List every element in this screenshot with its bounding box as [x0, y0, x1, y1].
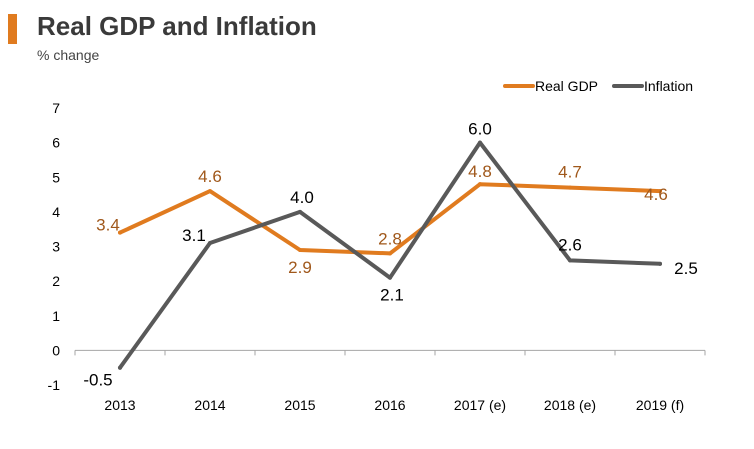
- x-tick-label: 2015: [284, 397, 315, 413]
- y-tick-label: 3: [52, 239, 60, 255]
- inflation-data-point: [118, 365, 122, 370]
- y-tick-label: 1: [52, 308, 60, 324]
- y-tick-label: 4: [52, 204, 60, 220]
- inflation-data-label: 4.0: [290, 188, 314, 207]
- inflation-data-point: [568, 258, 572, 263]
- data-label-layer: 3.4 4.6 2.9 2.8 4.8 4.7 4.6 -0.5 3.1 4.0 2.1 6.0 2.6…: [83, 120, 697, 390]
- real-gdp-data-point: [208, 189, 212, 194]
- real-gdp-data-label: 3.4: [96, 216, 120, 235]
- inflation-data-point: [388, 275, 392, 280]
- real-gdp-data-label: 4.6: [198, 167, 222, 186]
- x-tick-label: 2014: [194, 397, 225, 413]
- inflation-data-label: 6.0: [468, 120, 492, 139]
- axis-layer: -1 0 1 2 3 4 5 6 7 2013 2014 2015 2016 2017 (e) 2018 (…: [48, 100, 706, 413]
- real-gdp-data-label: 4.8: [468, 162, 492, 181]
- inflation-data-label: 2.6: [558, 235, 582, 254]
- x-tick-label: 2013: [104, 397, 135, 413]
- chart-title: Real GDP and Inflation: [37, 11, 317, 41]
- y-tick-label: -1: [48, 377, 61, 393]
- inflation-data-point: [208, 241, 212, 246]
- real-gdp-data-label: 2.8: [378, 229, 402, 248]
- inflation-data-label: -0.5: [83, 371, 112, 390]
- real-gdp-data-point: [388, 251, 392, 256]
- legend-label-real-gdp: Real GDP: [535, 78, 598, 94]
- real-gdp-data-label: 4.6: [644, 185, 668, 204]
- y-tick-label: 5: [52, 169, 60, 185]
- real-gdp-data-label: 2.9: [288, 258, 312, 277]
- x-tick-label: 2017 (e): [454, 397, 506, 413]
- inflation-data-label: 2.1: [380, 286, 404, 305]
- inflation-data-label: 2.5: [674, 259, 698, 278]
- legend-label-inflation: Inflation: [644, 78, 693, 94]
- x-tick-label: 2016: [374, 397, 405, 413]
- inflation-data-point: [658, 261, 662, 266]
- inflation-data-point: [298, 209, 302, 214]
- title-accent-bar: [8, 14, 17, 44]
- y-tick-label: 0: [52, 342, 60, 358]
- inflation-data-point: [478, 140, 482, 145]
- inflation-data-label: 3.1: [182, 226, 206, 245]
- series-layer: [118, 140, 662, 370]
- y-tick-label: 6: [52, 135, 60, 151]
- chart-subtitle: % change: [37, 47, 100, 63]
- x-tick-label: 2018 (e): [544, 397, 596, 413]
- y-tick-label: 2: [52, 273, 60, 289]
- legend: Real GDP Inflation: [503, 78, 693, 94]
- real-gdp-data-point: [658, 189, 662, 194]
- real-gdp-data-point: [118, 230, 122, 235]
- y-tick-label: 7: [52, 100, 60, 116]
- x-tick-label: 2019 (f): [636, 397, 684, 413]
- real-gdp-data-point: [298, 247, 302, 252]
- real-gdp-data-label: 4.7: [558, 163, 582, 182]
- real-gdp-data-point: [568, 185, 572, 190]
- real-gdp-data-point: [478, 182, 482, 187]
